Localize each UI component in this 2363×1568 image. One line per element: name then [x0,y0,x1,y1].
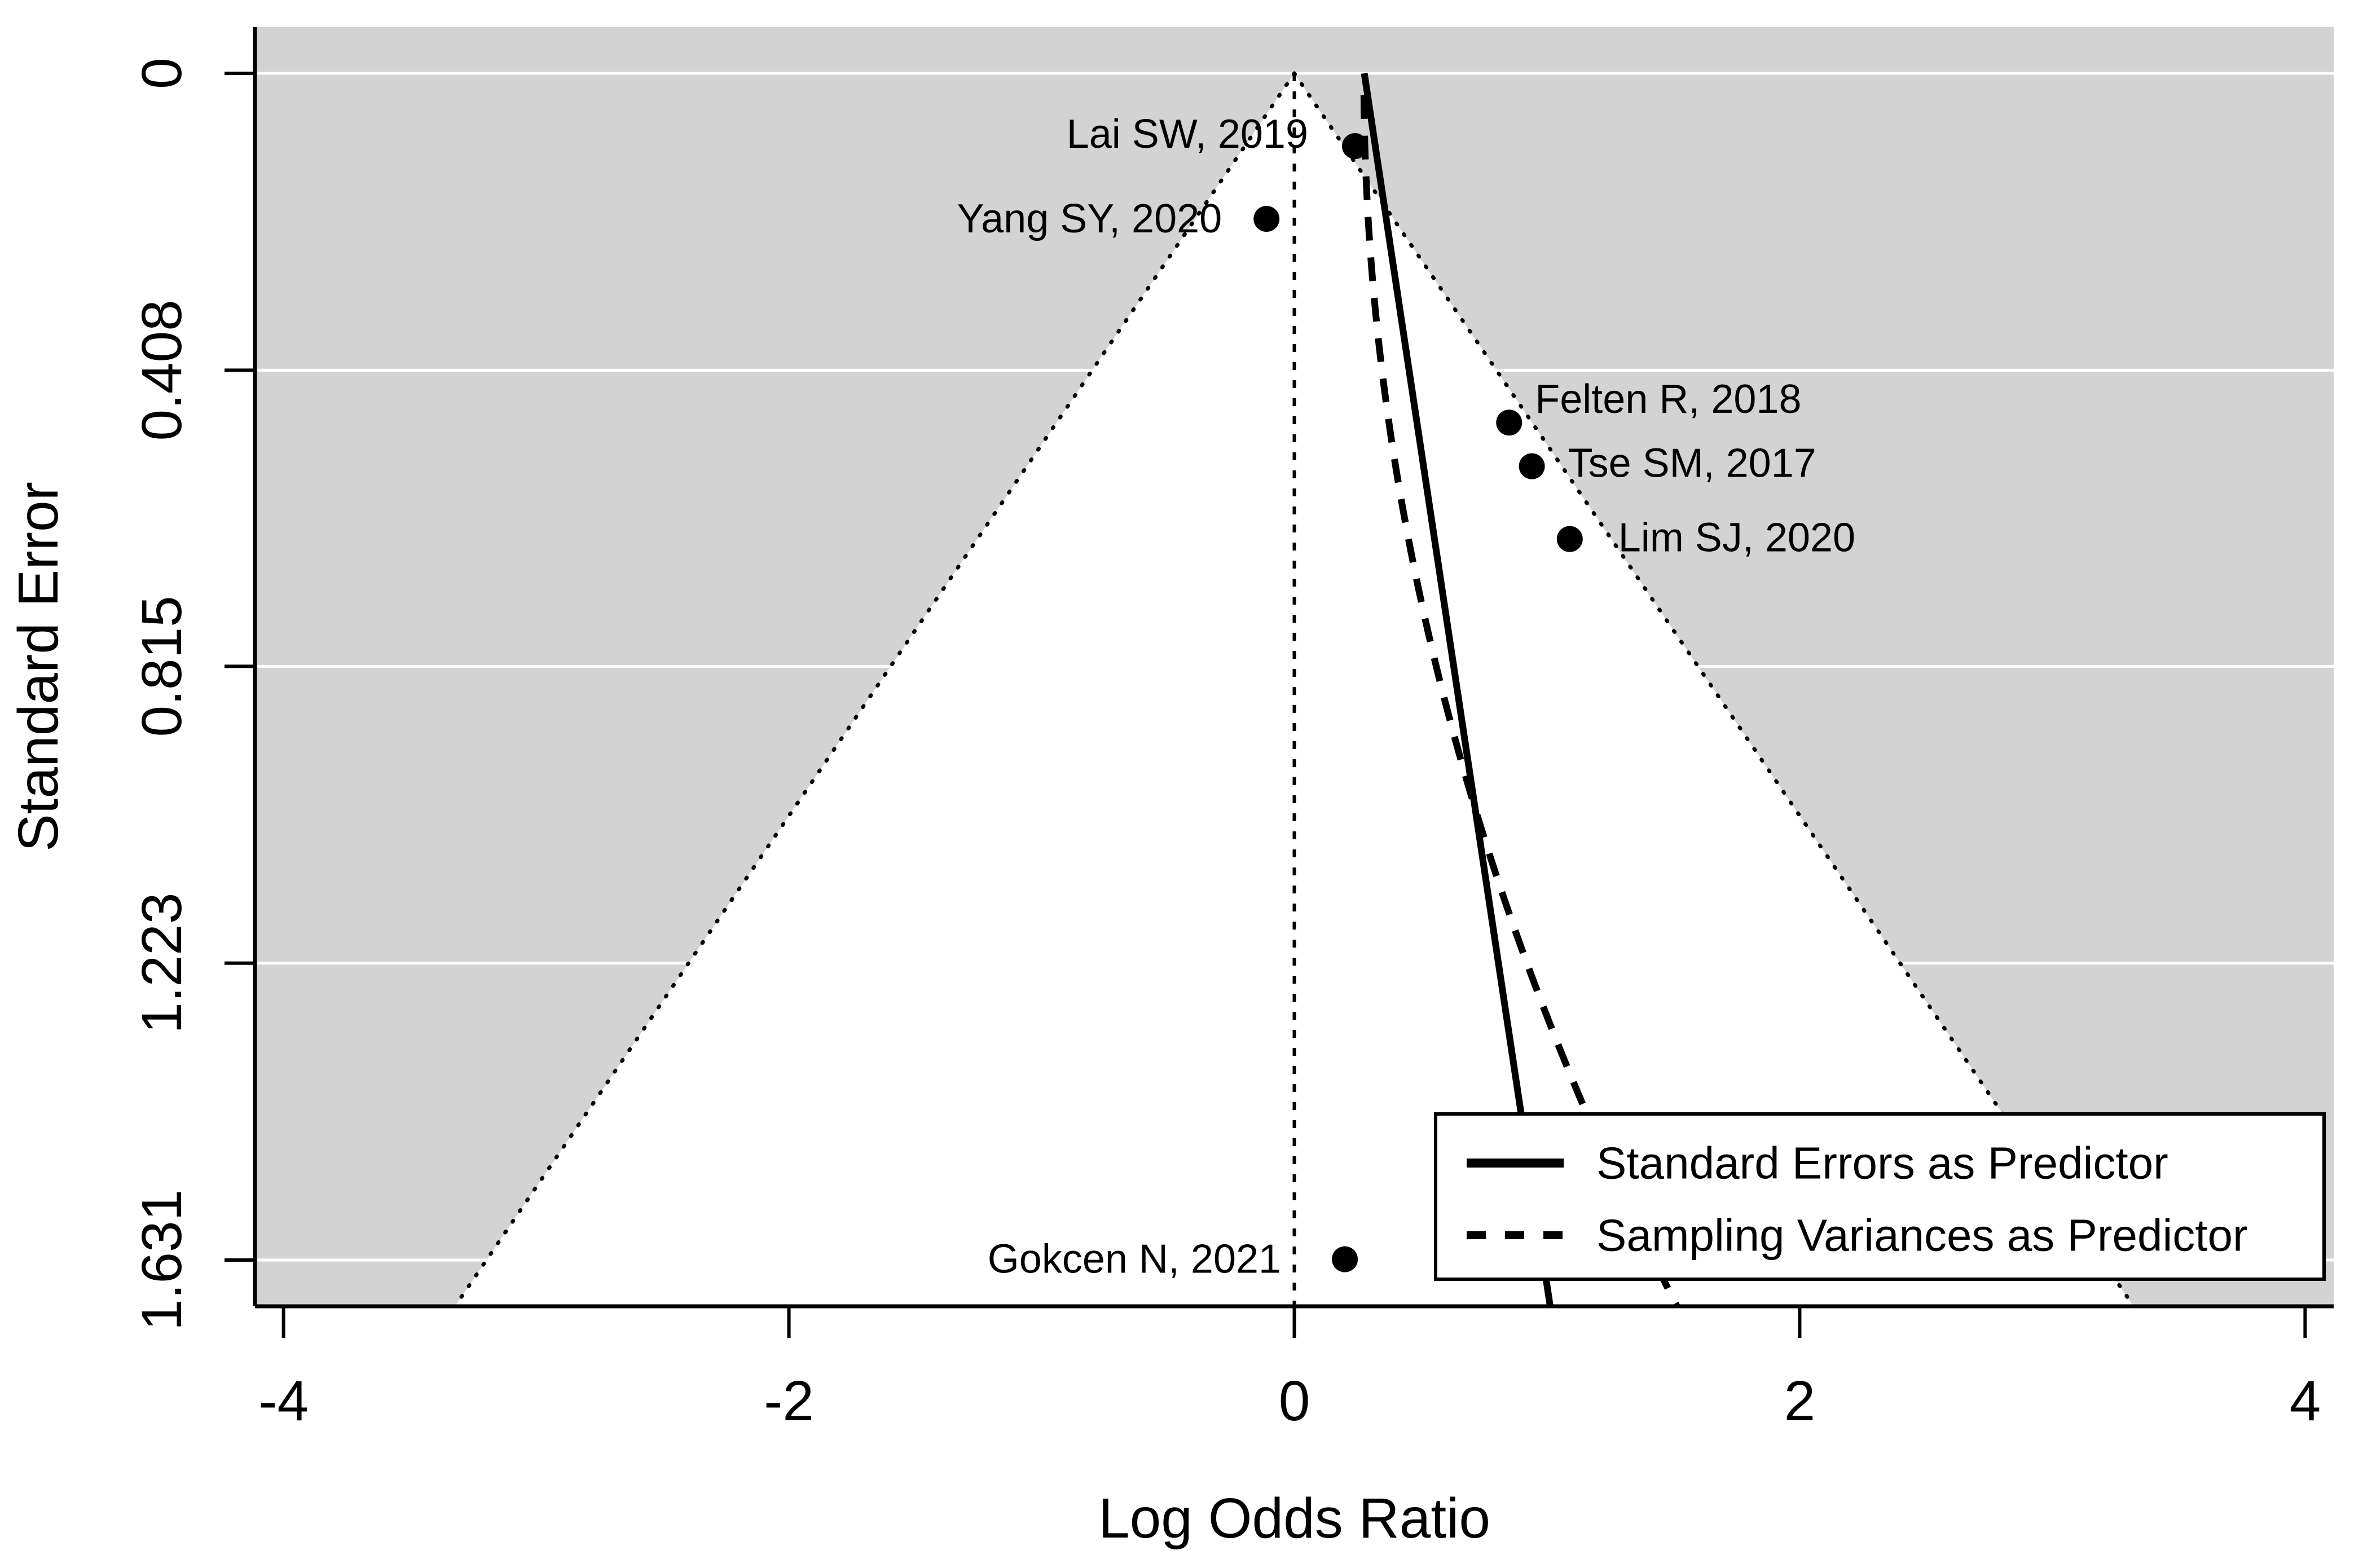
study-label: Lim SJ, 2020 [1618,516,1855,561]
data-point [1519,453,1545,479]
x-tick-label: 2 [1784,1369,1816,1433]
regression-line-sampling-variance [1360,95,1680,1308]
data-point [1253,206,1280,232]
regression-line-standard-error [1361,73,1554,1307]
legend-box [1434,1112,2326,1281]
legend-label-standard-errors: Standard Errors as Predictor [1596,1138,2168,1188]
funnel-edge-dotted [453,71,1296,1309]
data-point [1496,409,1522,436]
x-tick-label: -2 [764,1369,814,1433]
legend-label-sampling-variances: Sampling Variances as Predictor [1596,1210,2248,1261]
y-axis-title: Standard Error [7,482,70,852]
study-label: Tse SM, 2017 [1568,441,1816,486]
study-label: Gokcen N, 2021 [988,1237,1281,1282]
y-tick-label: 0.815 [130,596,193,737]
study-label: Yang SY, 2020 [957,196,1222,241]
y-tick-label: 1.223 [130,893,193,1034]
data-point [1342,133,1368,160]
study-label: Lai SW, 2019 [1067,112,1308,157]
x-tick-label: -4 [258,1369,309,1433]
y-tick-label: 1.631 [130,1190,193,1331]
x-tick-label: 0 [1279,1369,1310,1433]
data-point [1556,526,1583,552]
x-axis-title: Log Odds Ratio [1098,1487,1490,1550]
study-label: Felten R, 2018 [1535,377,1801,422]
y-tick-label: 0 [130,58,193,89]
data-point [1332,1246,1358,1272]
x-tick-label: 4 [2290,1369,2321,1433]
y-tick-label: 0.408 [130,299,193,441]
funnel-edge-dotted [1292,71,2136,1309]
